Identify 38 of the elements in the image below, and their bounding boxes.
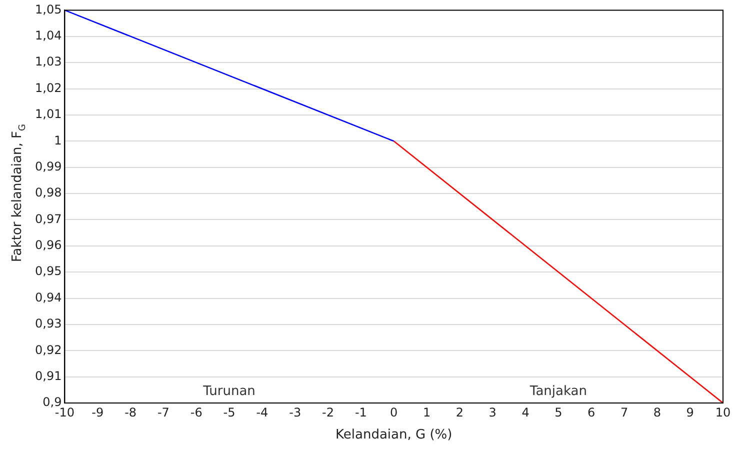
x-tick-label: -8 (124, 405, 137, 420)
y-tick-label: 0,99 (35, 159, 62, 174)
x-tick-label: 9 (686, 405, 694, 420)
y-tick-label: 0,92 (35, 342, 62, 357)
annotation: Tanjakan (528, 384, 587, 399)
y-tick-label: 1,02 (35, 80, 62, 95)
x-tick-label: -6 (190, 405, 202, 420)
x-tick-label: -4 (256, 405, 268, 420)
x-tick-label: 5 (554, 405, 562, 420)
y-tick-label: 0,94 (35, 290, 62, 304)
x-tick-label: -7 (157, 405, 170, 420)
x-tick-label: -3 (289, 405, 302, 420)
y-tick-label: 1,05 (35, 2, 62, 16)
y-tick-label: 0,93 (35, 316, 62, 331)
x-tick-label: 6 (588, 405, 596, 420)
x-axis-title: Kelandaian, G (%) (336, 428, 452, 443)
y-tick-label: 0,91 (35, 368, 62, 383)
y-tick-label: 1,04 (35, 28, 62, 43)
y-tick-label: 1,03 (35, 54, 62, 69)
annotation: Turunan (202, 384, 256, 399)
x-tick-label: -1 (354, 405, 367, 420)
x-tick-label: 4 (522, 405, 530, 420)
y-tick-label: 1 (54, 133, 62, 148)
y-tick-label: 0,96 (35, 238, 62, 252)
y-tick-label: 1,01 (35, 107, 62, 122)
x-tick-label: 3 (488, 405, 496, 420)
x-tick-label: 7 (620, 405, 628, 420)
x-tick-label: 8 (653, 405, 661, 420)
x-tick-label: -5 (223, 405, 236, 420)
y-tick-label: 0,97 (35, 212, 62, 226)
y-tick-label: 0,95 (35, 264, 62, 278)
y-tick-label: 0,98 (35, 186, 62, 200)
x-tick-label: 1 (422, 405, 431, 420)
x-tick-label: -9 (92, 405, 104, 420)
x-tick-label: -2 (322, 405, 334, 420)
x-tick-label: 10 (715, 405, 731, 420)
x-tick-label: 2 (456, 405, 464, 420)
x-tick-label: 0 (390, 405, 398, 420)
